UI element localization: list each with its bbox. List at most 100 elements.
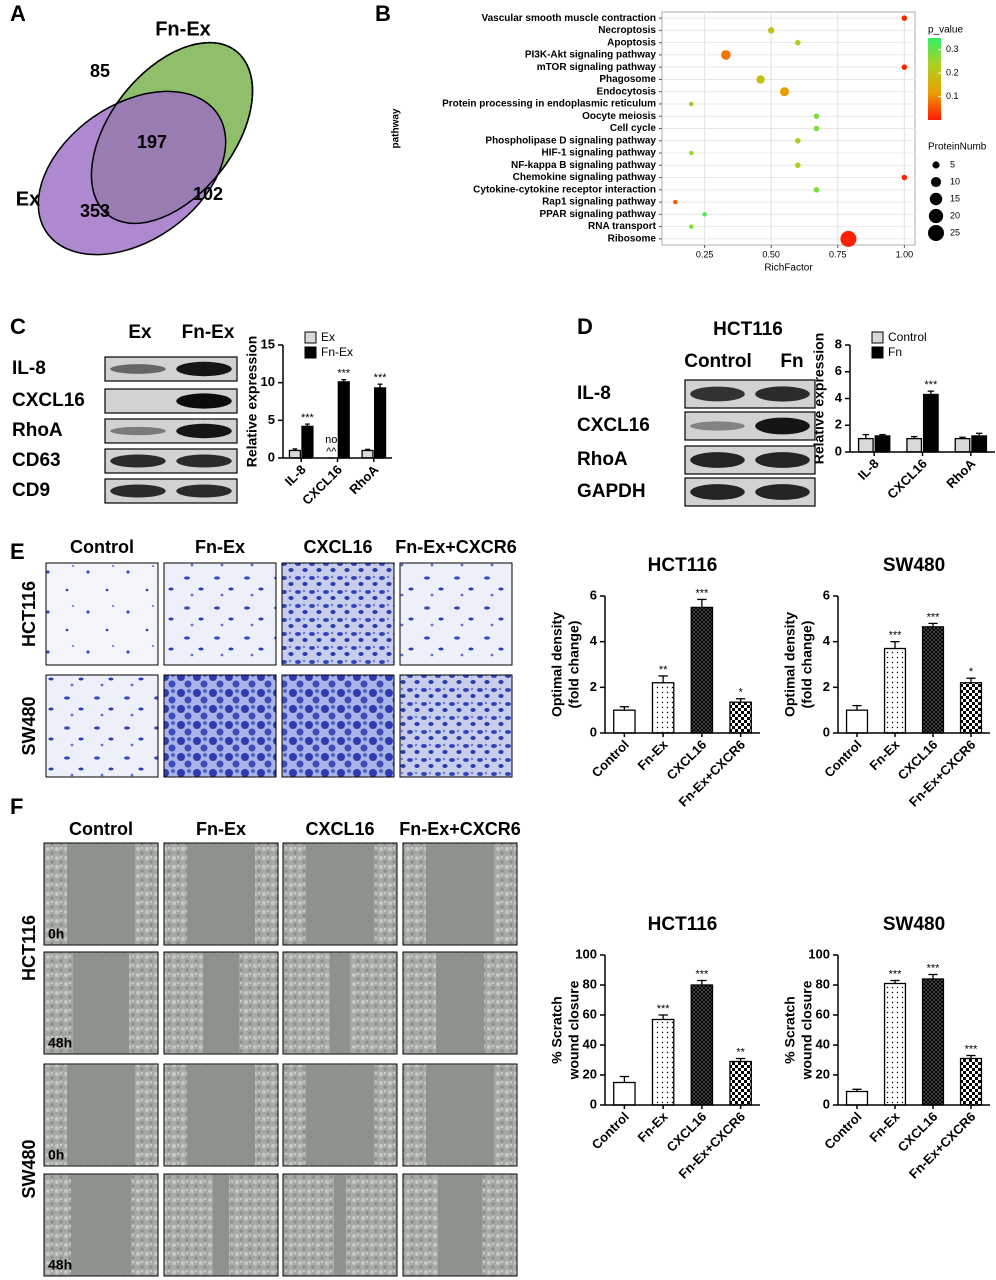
legend-swatch — [304, 331, 317, 344]
bar — [690, 984, 714, 1106]
size-legend-label: 15 — [950, 193, 960, 203]
x-tick-label: 0.75 — [829, 249, 847, 259]
venn-set-label: Fn-Ex — [155, 18, 211, 40]
y-tick-label: RNA transport — [588, 221, 657, 232]
dot — [721, 50, 731, 60]
bar — [971, 435, 988, 453]
size-legend-label: 10 — [950, 176, 960, 186]
dot — [673, 199, 678, 205]
panel-label: C — [10, 314, 26, 339]
legend-title: ProteinNumb — [928, 142, 987, 153]
scratch-gap — [67, 1065, 135, 1165]
blot-band — [690, 452, 745, 468]
y-tick-label: 5 — [268, 412, 275, 427]
y-tick-label: Oocyte meiosis — [582, 111, 656, 122]
dot — [767, 27, 775, 34]
blot-band — [755, 386, 810, 402]
x-tick-label: Fn-Ex+CXCR6 — [906, 1109, 979, 1182]
significance: *** — [657, 1003, 671, 1015]
panel-label: A — [10, 1, 26, 26]
size-legend-label: 25 — [950, 227, 960, 237]
blot-band — [110, 484, 166, 498]
blot-band — [110, 426, 166, 436]
dot — [813, 125, 820, 132]
y-axis-label: (fold change) — [566, 621, 582, 709]
panel-label: B — [375, 1, 391, 26]
dot — [689, 224, 694, 229]
y-axis-label: % Scratch — [782, 996, 798, 1064]
bar — [651, 1018, 675, 1106]
y-tick-label: Phagosome — [599, 74, 656, 85]
significance: *** — [337, 368, 351, 380]
dot — [689, 101, 694, 107]
micrograph — [163, 562, 277, 666]
bar — [954, 437, 971, 453]
x-tick-label: CXCL16 — [299, 462, 345, 508]
blot-band — [755, 484, 810, 500]
bar — [690, 606, 714, 734]
dot — [689, 150, 694, 156]
panel-label: F — [10, 794, 23, 819]
chart-title: HCT116 — [648, 555, 718, 576]
scratch-gap — [306, 1065, 374, 1165]
legend-label: Fn-Ex — [321, 345, 353, 359]
chart-title: SW480 — [883, 914, 945, 935]
y-tick-label: Apoptosis — [607, 37, 656, 48]
column-label: Fn-Ex+CXCR6 — [395, 537, 517, 557]
bar — [922, 393, 939, 453]
dot — [795, 162, 801, 169]
significance: *** — [889, 968, 903, 980]
scratch-gap — [187, 1065, 255, 1165]
y-axis-label: pathway — [391, 108, 402, 148]
bar — [651, 682, 675, 734]
y-axis-label: (fold change) — [799, 621, 815, 709]
x-tick-label: Fn-Ex+CXCR6 — [906, 737, 979, 810]
blot-band — [110, 364, 166, 374]
column-label: Fn-Ex — [195, 537, 245, 557]
blot-row-label: CXCL16 — [12, 390, 85, 411]
y-tick-label: 20 — [816, 1066, 830, 1081]
y-tick-label: 20 — [583, 1066, 597, 1081]
y-axis-label: Optimal density — [549, 612, 565, 717]
dot — [813, 113, 820, 120]
y-tick-label: 0 — [590, 1096, 597, 1111]
y-tick-label: Chemokine signaling pathway — [513, 172, 657, 183]
micrograph — [281, 674, 395, 778]
x-tick-label: Fn-Ex — [635, 1108, 672, 1145]
blot-row-label: CD9 — [12, 480, 50, 501]
dot — [702, 212, 707, 217]
significance: ^^ — [326, 446, 337, 458]
scratch-gap — [438, 1175, 482, 1275]
blot-column-label: Control — [684, 351, 752, 372]
significance: * — [969, 666, 974, 678]
column-label: CXCL16 — [303, 537, 372, 557]
scratch-gap — [436, 953, 484, 1053]
y-tick-label: 60 — [816, 1006, 830, 1021]
scratch-gap — [187, 844, 255, 944]
significance: ** — [659, 664, 668, 676]
y-tick-label: HIF-1 signaling pathway — [542, 148, 657, 159]
chart-title: HCT116 — [648, 914, 718, 935]
blot-band — [110, 454, 166, 468]
significance: *** — [889, 630, 903, 642]
y-tick-label: Cytokine-cytokine receptor interaction — [473, 184, 656, 195]
size-legend-dot — [930, 176, 942, 188]
y-tick-label: 80 — [583, 976, 597, 991]
dot — [901, 15, 908, 21]
y-tick-label: Vascular smooth muscle contraction — [482, 13, 657, 24]
column-label: Fn-Ex+CXCR6 — [399, 819, 521, 839]
panel-label: D — [577, 314, 593, 339]
y-tick-label: PPAR signaling pathway — [540, 209, 657, 220]
bar — [288, 449, 301, 459]
chart-title: SW480 — [883, 555, 945, 576]
bar — [883, 647, 907, 734]
y-tick-label: PI3K-Akt signaling pathway — [525, 50, 657, 61]
y-tick-label: 15 — [261, 336, 275, 351]
scratch-gap — [426, 844, 494, 944]
blot-title: HCT116 — [713, 319, 783, 340]
y-tick-label: 80 — [816, 976, 830, 991]
micrograph — [163, 674, 277, 778]
blot-band — [176, 393, 232, 409]
time-label: 0h — [48, 926, 64, 942]
dot — [901, 174, 908, 181]
